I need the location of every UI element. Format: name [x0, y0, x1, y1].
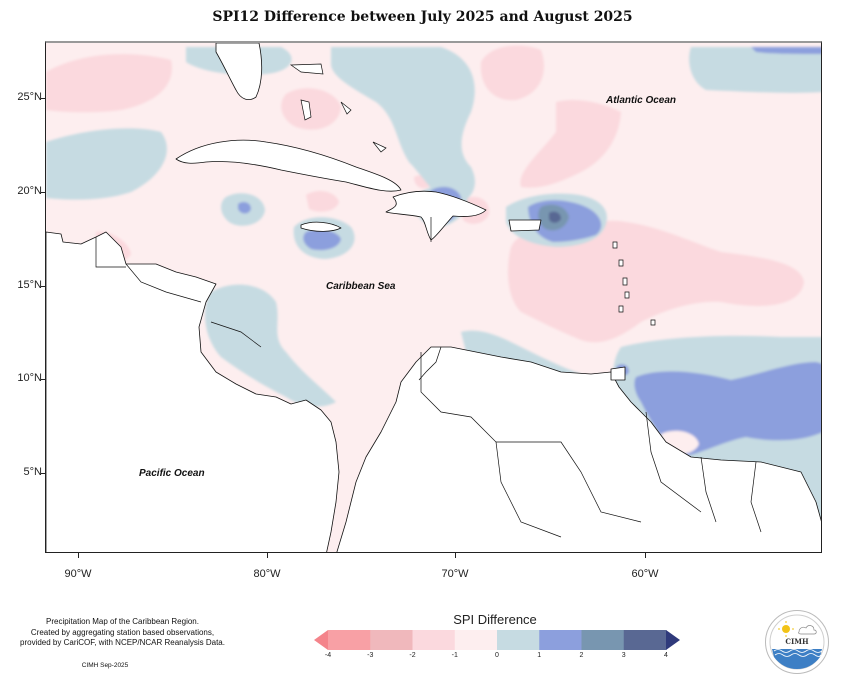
land-cuba	[175, 139, 402, 192]
island-bahamas	[300, 99, 312, 121]
credit-line-1: Precipitation Map of the Caribbean Regio…	[46, 617, 199, 626]
lat-label-15n: 15°N	[17, 279, 42, 291]
lat-tick	[41, 286, 45, 287]
sun-icon	[782, 625, 790, 633]
lon-tick	[645, 553, 646, 558]
cimh-logo: CIMH	[765, 610, 829, 674]
label-caribbean-sea: Caribbean Sea	[326, 281, 396, 292]
lon-label-90w: 90°W	[64, 568, 92, 580]
border-line	[418, 346, 442, 381]
lon-label-70w: 70°W	[441, 568, 469, 580]
island-lesser-antilles	[618, 259, 624, 267]
island-bahamas	[289, 63, 324, 75]
colorbar-tick-label: 1	[537, 652, 542, 659]
credit-date: CIMH Sep-2025	[81, 662, 129, 669]
lat-tick	[41, 192, 45, 193]
colorbar-bin	[328, 630, 371, 650]
land-hispaniola	[385, 190, 487, 241]
land-trinidad	[610, 366, 626, 381]
colorbar	[314, 630, 680, 650]
field-neg-zone	[508, 220, 804, 343]
colorbar-tick-label: -2	[409, 652, 416, 659]
field-pos-zone-strong	[751, 47, 821, 54]
lat-label-20n: 20°N	[17, 185, 42, 197]
lon-tick	[455, 553, 456, 558]
colorbar-bin	[581, 630, 625, 650]
field-pos-zone-strong	[238, 201, 251, 214]
land-south-america	[336, 346, 821, 552]
colorbar-tick-label: 3	[621, 652, 626, 659]
border-line	[645, 411, 702, 513]
lon-tick	[267, 553, 268, 558]
label-pacific-ocean: Pacific Ocean	[139, 468, 205, 479]
field-pos-zone	[331, 47, 475, 207]
land-jamaica	[300, 221, 342, 232]
lat-tick	[41, 379, 45, 380]
colorbar-arrow-high	[666, 630, 680, 650]
island-lesser-antilles	[622, 277, 628, 286]
field-pos-zone-strong	[303, 229, 341, 251]
lat-label-5n: 5°N	[23, 466, 42, 478]
island-lesser-antilles	[624, 291, 630, 299]
colorbar-bin	[539, 630, 582, 650]
island-lesser-antilles	[618, 305, 624, 313]
border-line	[496, 441, 642, 523]
land-puerto-rico	[508, 219, 542, 232]
field-neg-zone	[281, 88, 341, 130]
colorbar-bin	[623, 630, 667, 650]
border-line	[210, 321, 262, 348]
lon-label-80w: 80°W	[253, 568, 281, 580]
map-title: SPI12 Difference between July 2025 and A…	[212, 9, 633, 25]
wave-icon	[772, 649, 822, 669]
credit-line-3: provided by CariCOF, with NCEP/NCAR Rean…	[20, 638, 225, 647]
colorbar-tick-label: 4	[664, 652, 668, 659]
colorbar-arrow-low	[314, 630, 328, 650]
colorbar-bin	[454, 630, 498, 650]
lat-tick	[41, 473, 45, 474]
field-pos-zone-strongest	[549, 211, 561, 223]
colorbar-tick-label: -3	[367, 652, 374, 659]
colorbar-bin	[497, 630, 540, 650]
field-neg-zone	[306, 191, 339, 212]
label-atlantic-ocean: Atlantic Ocean	[606, 95, 677, 106]
land-florida	[215, 43, 263, 101]
lat-tick	[41, 98, 45, 99]
island-bahamas	[372, 141, 387, 153]
cloud-icon	[798, 625, 817, 635]
border-line	[750, 461, 762, 533]
border-line	[125, 263, 202, 303]
field-neg-zone	[46, 54, 172, 113]
credits: Precipitation Map of the Caribbean Regio…	[0, 617, 245, 649]
colorbar-bin	[370, 630, 413, 650]
colorbar-tick-label: -4	[324, 652, 332, 659]
land-central-america	[46, 231, 340, 552]
field-pos-zone	[205, 284, 336, 407]
colorbar-tick-label: 2	[579, 652, 584, 659]
colorbar-bin	[412, 630, 456, 650]
map-panel: Atlantic Ocean Caribbean Sea Pacific Oce…	[45, 41, 822, 553]
border-line	[95, 237, 126, 268]
colorbar-tick-label: 0	[495, 652, 499, 659]
logo-text: CIMH	[785, 637, 809, 646]
island-lesser-antilles	[650, 319, 656, 326]
field-pos-zone	[689, 47, 821, 93]
border-line	[420, 352, 562, 538]
legend-title: SPI Difference	[453, 612, 537, 627]
lat-label-10n: 10°N	[17, 372, 42, 384]
logo-emblem	[769, 614, 825, 670]
lon-tick	[78, 553, 79, 558]
island-lesser-antilles	[612, 241, 618, 249]
lat-label-25n: 25°N	[17, 91, 42, 103]
sun-rays-icon	[778, 621, 794, 637]
field-pos-zone	[46, 128, 167, 200]
credit-line-2: Created by aggregating station based obs…	[30, 627, 215, 637]
field-neg-zone	[480, 45, 544, 101]
border-line	[700, 456, 717, 523]
field-neg-zone	[520, 100, 621, 188]
island-bahamas	[340, 101, 352, 115]
spi-map	[46, 43, 821, 552]
colorbar-tick-label: -1	[451, 652, 458, 659]
lon-label-60w: 60°W	[631, 568, 659, 580]
